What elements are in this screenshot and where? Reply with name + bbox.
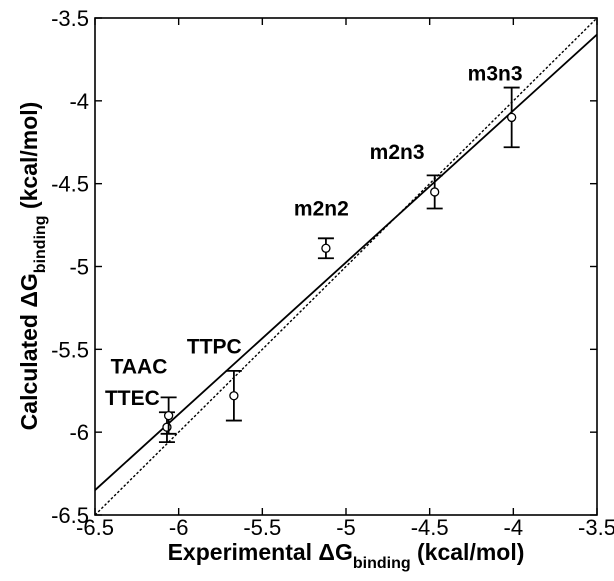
data-point-ttpc [229, 391, 239, 401]
y-tick-label: -6.5 [51, 503, 89, 528]
y-tick-label: -6 [69, 420, 89, 445]
data-point-ttec [162, 422, 172, 432]
point-label-ttec: TTEC [105, 387, 160, 410]
x-tick-label: -4 [504, 515, 524, 540]
x-tick-label: -5.5 [243, 515, 281, 540]
point-label-ttpc: TTPC [187, 336, 242, 359]
y-tick-label: -5.5 [51, 337, 89, 362]
x-tick-label: -5 [336, 515, 356, 540]
point-label-m2n3: m2n3 [370, 141, 425, 164]
data-point-taac [163, 410, 174, 421]
y-tick-label: -3.5 [51, 6, 89, 31]
point-label-taac: TAAC [111, 356, 168, 379]
data-point-m3n3 [507, 112, 517, 123]
point-label-m3n3: m3n3 [468, 62, 523, 85]
x-tick-label: -3.5 [578, 515, 614, 540]
x-tick-label: -6.5 [76, 515, 114, 540]
y-axis-label: Calculated ΔGbinding (kcal/mol) [16, 102, 49, 431]
y-tick-label: -4 [69, 89, 89, 114]
solid-fit-line [95, 33, 597, 491]
y-tick-label: -4.5 [51, 172, 89, 197]
x-tick-label: -4.5 [411, 515, 449, 540]
x-tick-label: -6 [169, 515, 189, 540]
point-label-m2n2: m2n2 [294, 197, 349, 220]
x-axis-label: Experimental ΔGbinding (kcal/mol) [168, 539, 525, 572]
data-point-m2n2 [321, 243, 331, 253]
y-tick-label: -5 [69, 255, 89, 280]
data-point-m2n3 [430, 187, 440, 197]
dotted-identity-line [95, 18, 597, 515]
